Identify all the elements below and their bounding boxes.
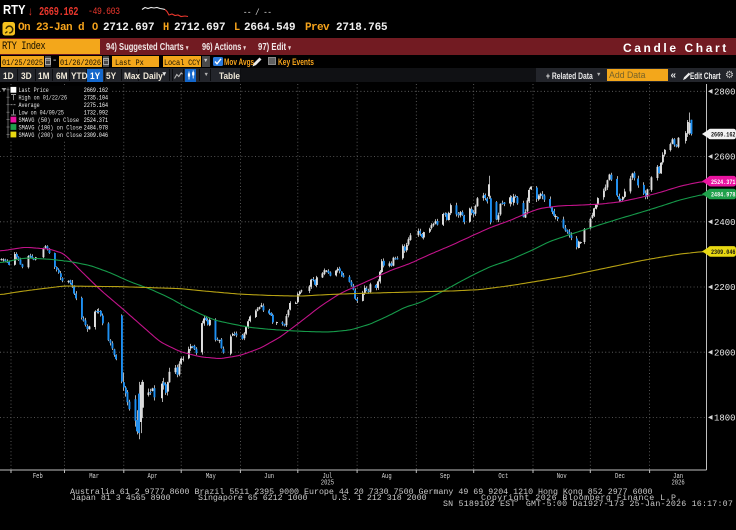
- svg-text:2309.046: 2309.046: [84, 132, 108, 140]
- svg-text:Average: Average: [19, 102, 40, 110]
- svg-text:May: May: [206, 473, 216, 481]
- svg-text:2669.162: 2669.162: [84, 87, 108, 95]
- svg-text:Feb: Feb: [33, 473, 43, 481]
- svg-text:Sep: Sep: [440, 473, 450, 481]
- svg-text:2484.978: 2484.978: [84, 124, 108, 132]
- svg-text:2400: 2400: [714, 218, 736, 228]
- svg-text:Mar: Mar: [89, 473, 99, 481]
- svg-text:Aug: Aug: [382, 473, 392, 481]
- svg-text:Low on 04/09/25: Low on 04/09/25: [19, 110, 64, 118]
- svg-text:Jan: Jan: [673, 473, 683, 481]
- svg-text:High on 01/22/26: High on 01/22/26: [19, 95, 68, 103]
- svg-text:Nov: Nov: [557, 473, 567, 481]
- svg-text:2000: 2000: [714, 348, 736, 358]
- svg-text:1800: 1800: [714, 414, 736, 424]
- svg-text:2800: 2800: [714, 87, 736, 97]
- svg-text:2735.104: 2735.104: [84, 95, 108, 103]
- svg-text:2026: 2026: [672, 480, 685, 488]
- svg-text:2524.371: 2524.371: [84, 117, 108, 125]
- svg-text:2669.162: 2669.162: [711, 132, 736, 139]
- svg-text:2275.164: 2275.164: [84, 102, 108, 110]
- svg-text:2200: 2200: [714, 283, 736, 293]
- svg-text:2600: 2600: [714, 153, 736, 163]
- svg-text:SMAVG (200) on Close: SMAVG (200) on Close: [19, 132, 83, 140]
- svg-text:SMAVG (100) on Close: SMAVG (100) on Close: [19, 124, 83, 132]
- svg-text:Jun: Jun: [264, 473, 274, 481]
- svg-text:Oct: Oct: [498, 473, 508, 481]
- svg-text:Apr: Apr: [148, 473, 158, 481]
- svg-text:2025: 2025: [321, 480, 334, 488]
- svg-text:2524.371: 2524.371: [711, 179, 736, 186]
- svg-text:1732.992: 1732.992: [84, 110, 108, 118]
- svg-text:SMAVG (50) on Close: SMAVG (50) on Close: [19, 117, 80, 125]
- svg-text:Jul: Jul: [322, 473, 332, 481]
- svg-text:2309.046: 2309.046: [711, 249, 736, 256]
- svg-text:2484.978: 2484.978: [711, 192, 736, 199]
- svg-text:Dec: Dec: [615, 473, 625, 481]
- svg-text:Last Price: Last Price: [19, 87, 49, 95]
